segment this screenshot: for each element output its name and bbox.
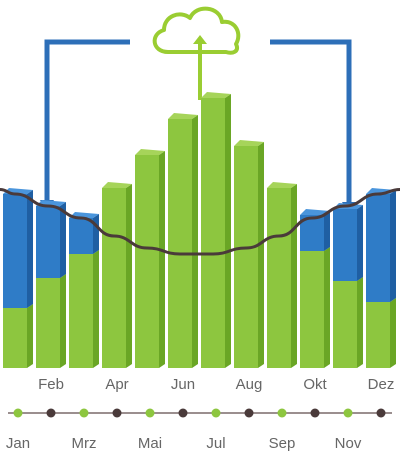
timeline-dot-mrz [79, 408, 89, 418]
consumption-curve [0, 188, 400, 256]
bar-aug [234, 140, 264, 368]
bar-segment-green [333, 281, 357, 368]
bar-side-blue [93, 214, 99, 254]
timeline-dot-jan [13, 408, 23, 418]
timeline-dot-feb [46, 408, 56, 418]
bar-side-blue [324, 211, 330, 251]
bar-segment-blue [366, 194, 390, 302]
bar-cap [168, 113, 198, 119]
bar-sep [267, 182, 297, 368]
bar-side-green [357, 277, 363, 368]
bar-side-blue [390, 190, 396, 302]
cloud-outline [152, 6, 241, 55]
bar-cap [267, 182, 297, 188]
month-label-jul: Jul [206, 435, 225, 452]
bar-feb [36, 200, 66, 368]
month-label-dez: Dez [368, 376, 395, 393]
bar-side-green [27, 304, 33, 368]
bar-segment-blue [69, 218, 93, 254]
month-label-sep: Sep [269, 435, 296, 452]
bars-layer [3, 92, 396, 368]
bar-segment-blue [3, 194, 27, 308]
bar-side-green [159, 151, 165, 368]
month-label-nov: Nov [335, 435, 362, 452]
bar-segment-green [69, 254, 93, 368]
left-arrow-line [44, 39, 130, 202]
bar-side-green [390, 298, 396, 368]
month-label-feb: Feb [38, 376, 64, 393]
bar-okt [300, 209, 330, 368]
bar-cap [300, 209, 330, 215]
timeline-dot-jun [178, 408, 188, 418]
bar-side-green [126, 184, 132, 368]
month-label-okt: Okt [303, 376, 327, 393]
month-label-mrz: Mrz [72, 435, 97, 452]
curve-layer [0, 188, 400, 256]
bar-side-green [258, 142, 264, 368]
bar-segment-blue [333, 209, 357, 281]
bar-cap [234, 140, 264, 146]
bar-dez [366, 188, 396, 368]
bar-side-blue [27, 190, 33, 308]
bar-segment-green [168, 119, 192, 368]
upload-arrow-head [193, 35, 207, 44]
timeline-dot-dez [376, 408, 386, 418]
bar-segment-green [135, 155, 159, 368]
month-label-aug: Aug [236, 376, 263, 393]
labels-layer: Jan Feb Mrz Apr Mai Jun Jul Aug Sep Okt Nov Dez [6, 376, 394, 452]
bar-segment-green [300, 251, 324, 368]
timeline-dot-jul [211, 408, 221, 418]
bar-segment-green [234, 146, 258, 368]
bar-apr [102, 182, 132, 368]
bar-side-blue [357, 205, 363, 281]
timeline-layer [8, 408, 392, 418]
bar-side-blue [60, 202, 66, 278]
bar-segment-green [36, 278, 60, 368]
month-label-jan: Jan [6, 435, 30, 452]
bar-cap [102, 182, 132, 188]
timeline-dot-sep [277, 408, 287, 418]
month-label-jun: Jun [171, 376, 195, 393]
timeline-dot-mai [145, 408, 155, 418]
timeline-dot-okt [310, 408, 320, 418]
bar-segment-green [366, 302, 390, 368]
bar-side-green [60, 274, 66, 368]
month-label-apr: Apr [105, 376, 128, 393]
bar-jul [201, 92, 231, 368]
month-label-mai: Mai [138, 435, 162, 452]
bar-side-green [192, 115, 198, 368]
bar-cap [201, 92, 231, 98]
timeline-dot-nov [343, 408, 353, 418]
bar-nov [333, 203, 363, 368]
bar-side-green [324, 247, 330, 368]
bar-segment-blue [36, 206, 60, 278]
bar-mrz [69, 212, 99, 368]
bar-jun [168, 113, 198, 368]
cloud-upload-icon [152, 6, 241, 100]
timeline-dot-aug [244, 408, 254, 418]
bar-mai [135, 149, 165, 368]
bar-segment-green [201, 98, 225, 368]
bar-cap [135, 149, 165, 155]
bar-segment-green [3, 308, 27, 368]
bar-jan [3, 188, 33, 368]
right-arrow-line [270, 39, 352, 204]
bar-segment-green [102, 188, 126, 368]
bar-side-green [225, 94, 231, 368]
timeline-dot-apr [112, 408, 122, 418]
bar-side-green [291, 184, 297, 368]
bar-side-green [93, 250, 99, 368]
bar-segment-green [267, 188, 291, 368]
